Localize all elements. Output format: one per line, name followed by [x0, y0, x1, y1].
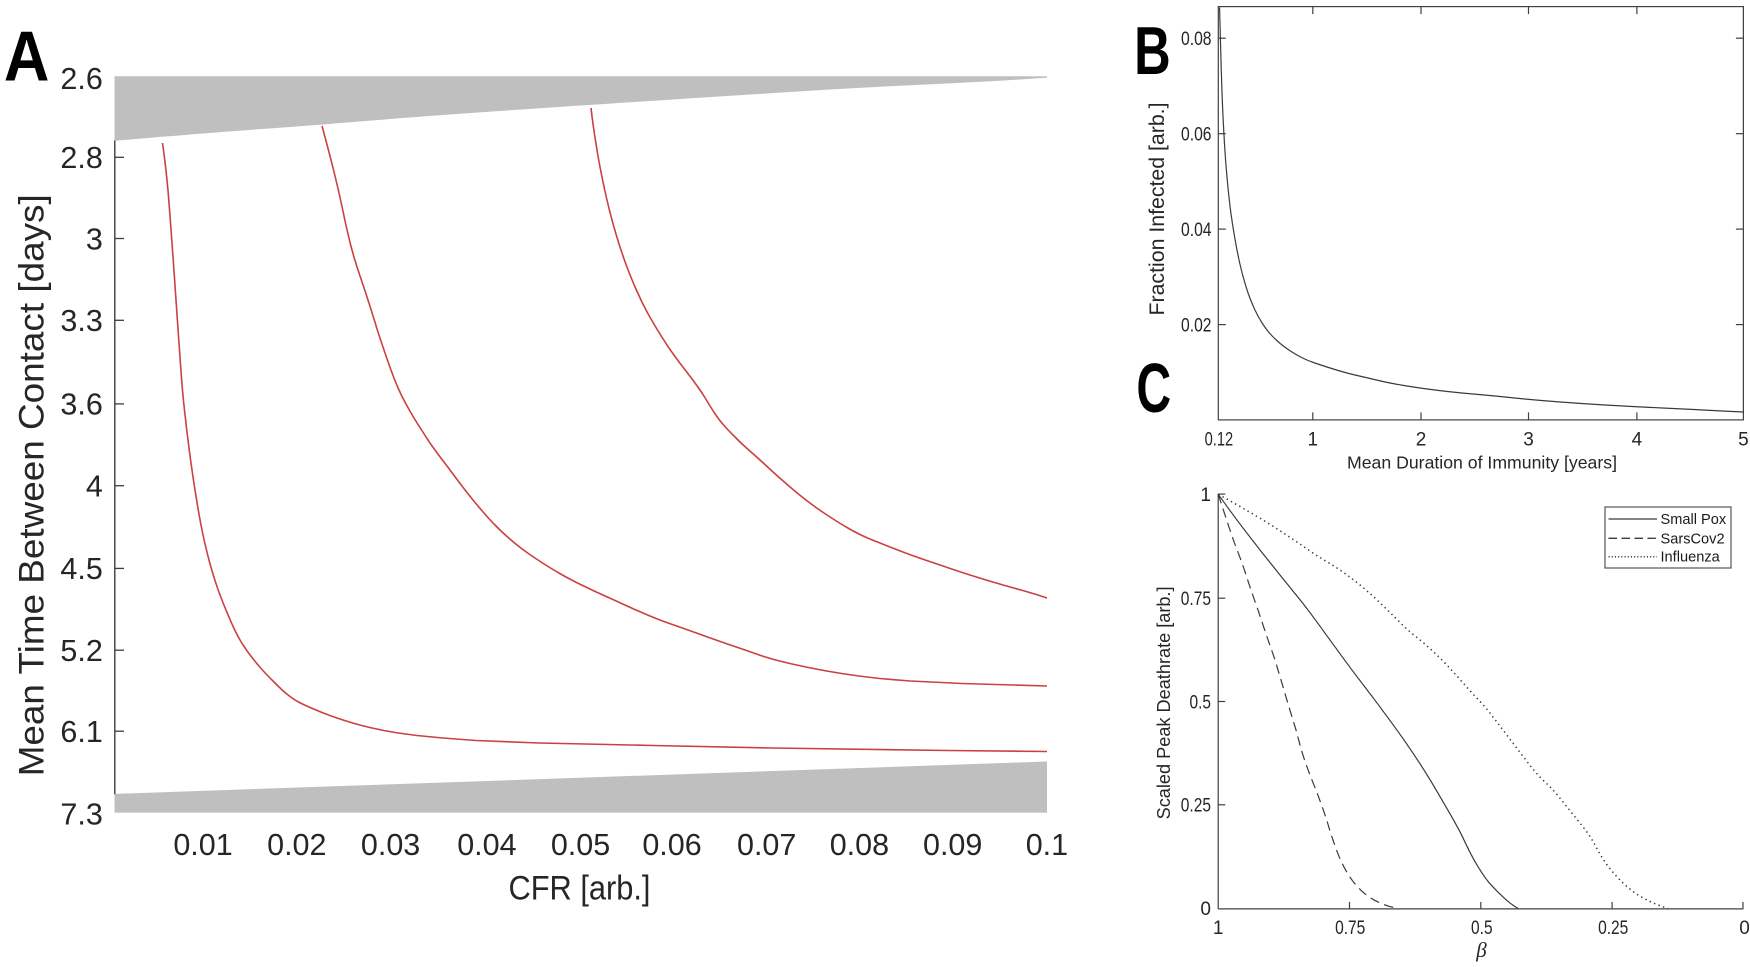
- svg-text:0.08: 0.08: [1181, 29, 1212, 50]
- svg-text:0.06: 0.06: [1181, 125, 1212, 146]
- svg-text:0.02: 0.02: [267, 828, 326, 862]
- svg-text:1: 1: [1213, 918, 1224, 939]
- svg-text:3.3: 3.3: [60, 304, 102, 338]
- svg-text:Mean Time Between Contact [day: Mean Time Between Contact [days]: [13, 194, 52, 776]
- svg-text:3: 3: [1523, 429, 1534, 450]
- svg-text:0.06: 0.06: [642, 828, 701, 862]
- svg-text:0.04: 0.04: [457, 828, 516, 862]
- svg-text:0.05: 0.05: [551, 828, 610, 862]
- svg-text:4.5: 4.5: [60, 552, 102, 586]
- svg-text:5: 5: [1738, 429, 1749, 450]
- svg-text:2.8: 2.8: [60, 141, 102, 175]
- svg-text:0.04: 0.04: [1181, 220, 1212, 241]
- svg-text:C: C: [1136, 349, 1171, 427]
- svg-text:0.07: 0.07: [737, 828, 796, 862]
- svg-text:4: 4: [1632, 429, 1643, 450]
- svg-text:5.2: 5.2: [60, 634, 102, 668]
- svg-text:Influenza: Influenza: [1661, 550, 1721, 566]
- svg-text:Fraction Infected [arb.]: Fraction Infected [arb.]: [1145, 103, 1169, 316]
- svg-text:0.75: 0.75: [1335, 918, 1365, 939]
- svg-text:0: 0: [1739, 918, 1750, 939]
- svg-text:0.75: 0.75: [1181, 589, 1211, 610]
- svg-text:Mean Duration of Immunity [yea: Mean Duration of Immunity [years]: [1347, 453, 1617, 473]
- svg-text:Scaled Peak Deathrate [arb.]: Scaled Peak Deathrate [arb.]: [1154, 586, 1174, 819]
- svg-text:7.3: 7.3: [60, 798, 102, 832]
- svg-text:1: 1: [1200, 485, 1211, 506]
- svg-text:0.25: 0.25: [1181, 796, 1211, 817]
- svg-text:0.01: 0.01: [173, 828, 232, 862]
- svg-text:3: 3: [86, 222, 103, 256]
- svg-text:SarsCov2: SarsCov2: [1661, 531, 1725, 547]
- svg-text:0: 0: [1200, 899, 1211, 920]
- svg-text:0.03: 0.03: [361, 828, 420, 862]
- svg-text:2: 2: [1416, 429, 1427, 450]
- svg-text:Small Pox: Small Pox: [1661, 512, 1727, 528]
- svg-text:1: 1: [1308, 429, 1319, 450]
- svg-text:A: A: [4, 17, 49, 96]
- svg-text:2.6: 2.6: [60, 62, 102, 96]
- svg-text:3.6: 3.6: [60, 388, 102, 422]
- svg-text:0.02: 0.02: [1181, 316, 1212, 337]
- svg-text:CFR [arb.]: CFR [arb.]: [509, 870, 651, 908]
- svg-text:β: β: [1475, 938, 1487, 962]
- svg-text:0.12: 0.12: [1205, 429, 1234, 450]
- svg-text:0.25: 0.25: [1598, 918, 1628, 939]
- svg-text:B: B: [1134, 13, 1171, 89]
- svg-text:0.5: 0.5: [1190, 692, 1212, 713]
- svg-text:0.1: 0.1: [1026, 828, 1068, 862]
- svg-text:0.08: 0.08: [830, 828, 889, 862]
- svg-text:6.1: 6.1: [60, 715, 102, 749]
- svg-text:4: 4: [86, 470, 103, 504]
- svg-text:0.09: 0.09: [923, 828, 982, 862]
- svg-text:0.5: 0.5: [1471, 918, 1493, 939]
